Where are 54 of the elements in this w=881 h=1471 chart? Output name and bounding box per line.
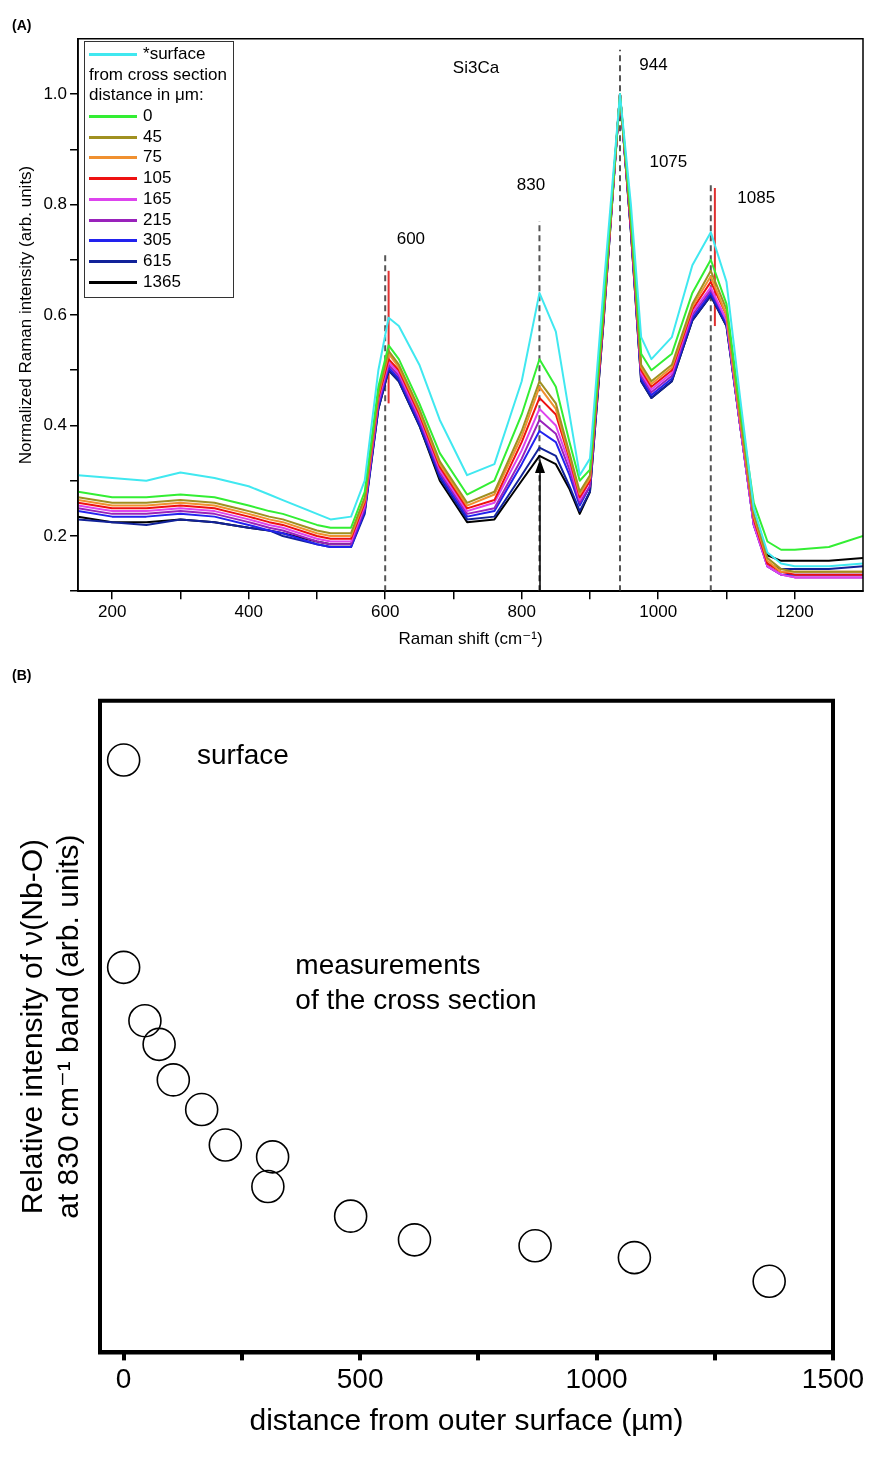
point xyxy=(208,1128,243,1162)
y-tick-label: 0.6 xyxy=(43,304,68,324)
legend-title: from cross section distance in μm: xyxy=(89,64,227,106)
point xyxy=(251,1169,285,1204)
point xyxy=(752,1264,786,1299)
x-tick-label: 1000 xyxy=(639,602,678,622)
x-tick-label: 800 xyxy=(507,602,536,622)
chart-title: (A) xyxy=(12,17,32,34)
chart-title: (B) xyxy=(12,667,32,684)
annotation: 944 xyxy=(639,55,668,74)
x-axis-title: Raman shift (cm⁻¹) xyxy=(398,629,543,649)
x-tick-label: 1200 xyxy=(775,602,814,622)
legend-label: 45 xyxy=(143,126,162,148)
point xyxy=(142,1027,176,1062)
point xyxy=(106,950,141,985)
legend-label: *surface xyxy=(143,43,206,65)
annotation: 1085 xyxy=(737,188,776,208)
annotation: measurements of the cross section xyxy=(295,948,537,1015)
annotation: 600 xyxy=(396,229,426,249)
y-tick-label: 0.2 xyxy=(43,525,68,545)
point xyxy=(397,1223,432,1257)
legend-label: 75 xyxy=(143,147,162,169)
annotation: Si3Ca xyxy=(452,57,500,77)
annotation: surface xyxy=(197,738,289,770)
point xyxy=(333,1199,368,1233)
point xyxy=(106,743,141,777)
y-tick-label: 0.4 xyxy=(43,415,68,435)
point xyxy=(156,1063,191,1097)
x-tick-label: 600 xyxy=(371,602,400,622)
point xyxy=(518,1228,552,1263)
legend-label: 105 xyxy=(143,168,172,189)
point xyxy=(184,1092,219,1127)
y-tick-label: 0.8 xyxy=(43,194,68,214)
x-tick-label: 0 xyxy=(115,1362,132,1394)
legend-label: 615 xyxy=(143,251,172,272)
x-tick-label: 200 xyxy=(97,602,127,622)
legend-label: 305 xyxy=(143,230,172,252)
y-axis-title: Relative intensity of ν(Nb-O) at 830 cm⁻¹ band (arb. units) xyxy=(15,834,85,1219)
legend-label: 1365 xyxy=(143,271,181,293)
x-axis-title: distance from outer surface (µm) xyxy=(249,1403,684,1437)
legend-label: 0 xyxy=(143,106,153,127)
y-axis-title: Normalized Raman intensity (arb. units) xyxy=(15,165,35,465)
y-tick-label: 1.0 xyxy=(43,83,68,103)
point xyxy=(617,1240,652,1275)
legend-label: 215 xyxy=(143,209,172,231)
legend-label: 165 xyxy=(143,188,172,210)
x-tick-label: 1000 xyxy=(565,1362,628,1394)
annotation: 830 xyxy=(516,174,546,194)
x-tick-label: 1500 xyxy=(801,1362,865,1394)
x-tick-label: 500 xyxy=(336,1362,384,1394)
x-tick-label: 400 xyxy=(234,602,263,622)
annotation: 1075 xyxy=(649,152,688,172)
point xyxy=(255,1140,290,1174)
point xyxy=(128,1003,162,1038)
